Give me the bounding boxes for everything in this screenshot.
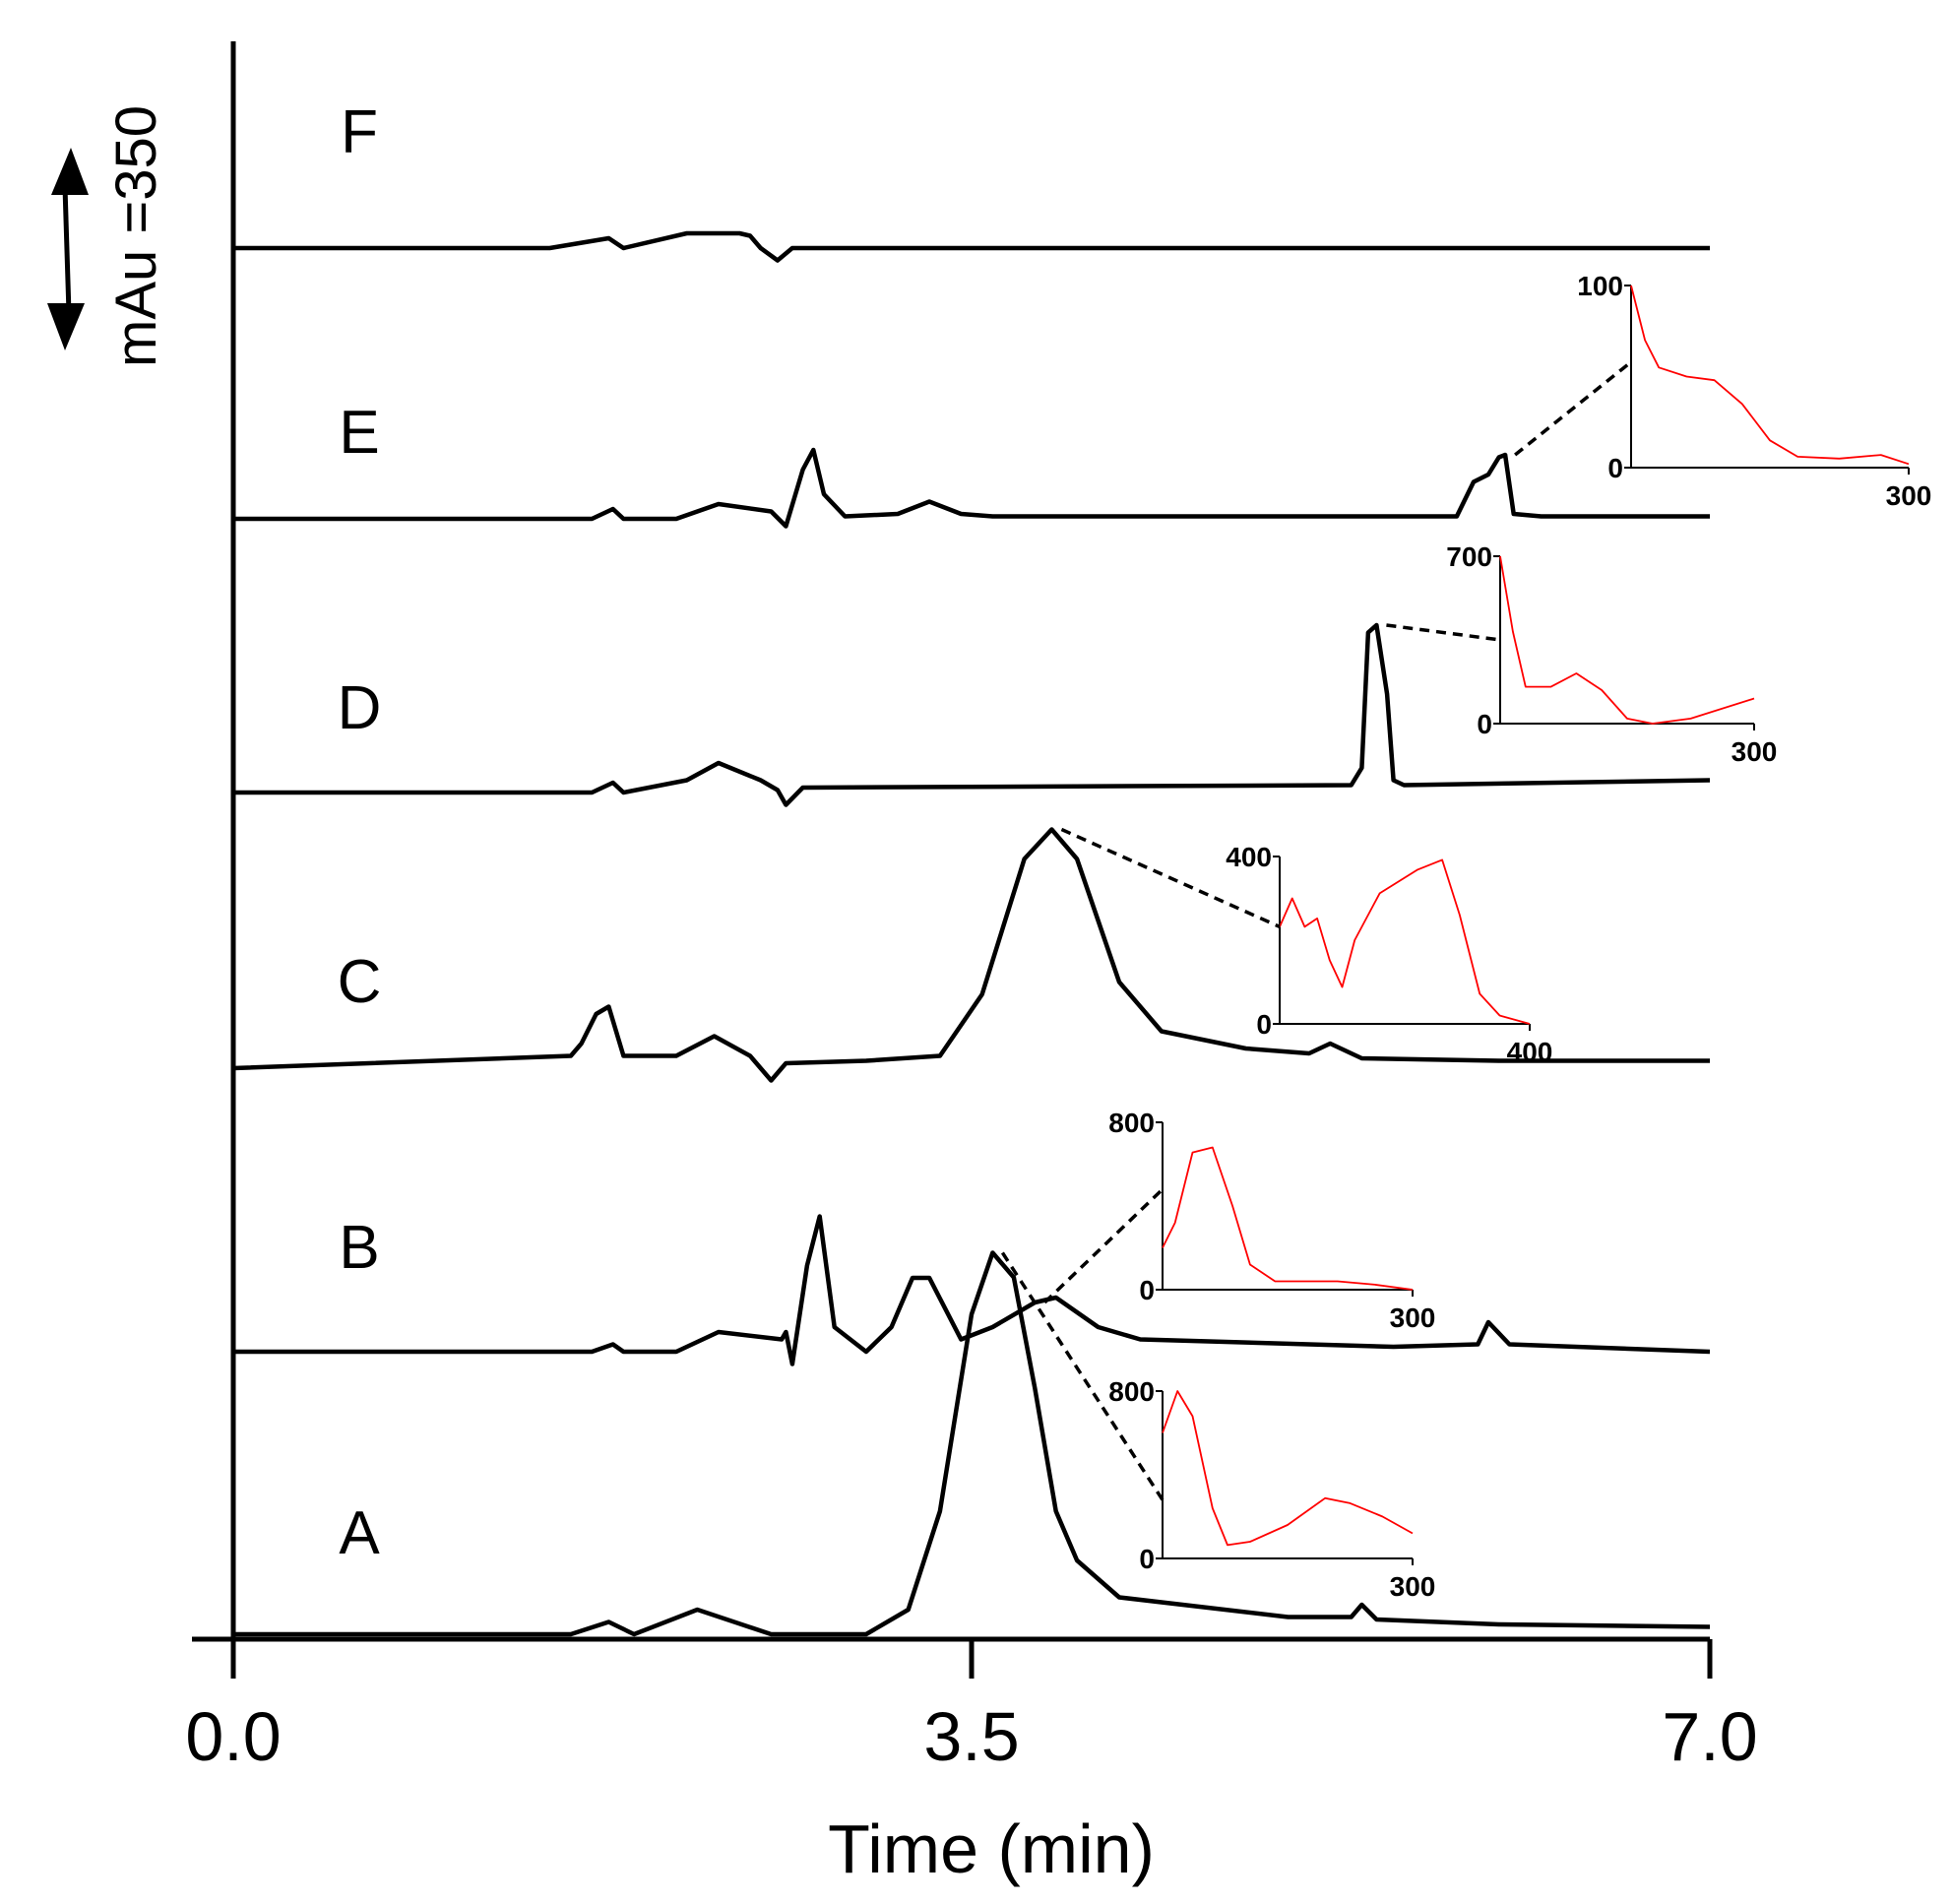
trace-label-d: D — [338, 674, 382, 742]
x-tick-label: 3.5 — [923, 1698, 1019, 1775]
trace-d — [233, 622, 1711, 807]
inset-x-max-label: 300 — [1732, 736, 1778, 767]
trace-label-b: B — [339, 1214, 379, 1282]
scale-bar-line — [62, 186, 72, 314]
chart-axes — [192, 41, 1713, 1679]
inset-x-max-label: 300 — [1886, 480, 1932, 511]
inset-y-min-label: 0 — [1477, 709, 1492, 739]
inset-spectrum-line — [1162, 1146, 1414, 1291]
inset-y-max-label: 100 — [1577, 271, 1623, 301]
inset-y-min-label: 0 — [1607, 453, 1623, 483]
trace-f — [233, 230, 1710, 263]
inset-c: 400 0 400 — [1060, 827, 1553, 1067]
inset-x-max-label: 300 — [1390, 1571, 1436, 1602]
trace-label-f: F — [341, 98, 378, 166]
inset-y-max-label: 700 — [1446, 541, 1492, 572]
scale-arrow-up-icon — [51, 148, 89, 195]
trace-label-e: E — [339, 399, 379, 467]
inset-y-max-label: 800 — [1108, 1376, 1155, 1407]
x-axis-title: Time (min) — [828, 1810, 1155, 1887]
inset-y-min-label: 0 — [1139, 1544, 1155, 1574]
inset-y-min-label: 0 — [1139, 1275, 1155, 1305]
inset-e: 100 0 300 — [1514, 271, 1932, 511]
trace-b — [233, 1214, 1711, 1366]
inset-y-max-label: 400 — [1226, 842, 1272, 872]
inset-spectrum-line — [1162, 1390, 1414, 1547]
inset-spectrum-line — [1630, 285, 1910, 466]
inset-spectrum-line — [1499, 555, 1755, 725]
inset-a: 800 0 300 — [1000, 1251, 1436, 1602]
trace-a — [233, 1250, 1711, 1637]
chart-traces — [232, 230, 1711, 1637]
trace-c — [232, 827, 1710, 1083]
inset-connector-line — [1386, 623, 1501, 642]
inset-spectrum-line — [1279, 858, 1531, 1025]
trace-label-c: C — [338, 948, 382, 1016]
scale-bar-label: mAu =350 — [104, 105, 168, 367]
inset-b: 800 0 300 — [1043, 1108, 1436, 1333]
inset-connector-line — [1043, 1187, 1165, 1304]
inset-d: 700 0 300 — [1386, 541, 1777, 767]
trace-e — [233, 447, 1710, 529]
x-tick-label: 0.0 — [185, 1698, 281, 1775]
inset-x-max-label: 300 — [1390, 1302, 1436, 1333]
inset-connector-line — [1514, 360, 1633, 457]
chart-labels: 0.0 3.5 7.0 Time (min) mAu =350 A B C D E F — [47, 98, 1758, 1887]
inset-x-max-label: 400 — [1507, 1037, 1553, 1067]
chart-insets: 800 0 300 800 0 300 400 0 400 700 0 300 100 0 300 — [1000, 271, 1932, 1602]
trace-label-a: A — [339, 1499, 380, 1567]
inset-y-min-label: 0 — [1256, 1009, 1272, 1040]
inset-connector-line — [1060, 827, 1281, 928]
scale-arrow-down-icon — [47, 303, 85, 350]
inset-y-max-label: 800 — [1108, 1108, 1155, 1138]
x-tick-label: 7.0 — [1662, 1698, 1757, 1775]
